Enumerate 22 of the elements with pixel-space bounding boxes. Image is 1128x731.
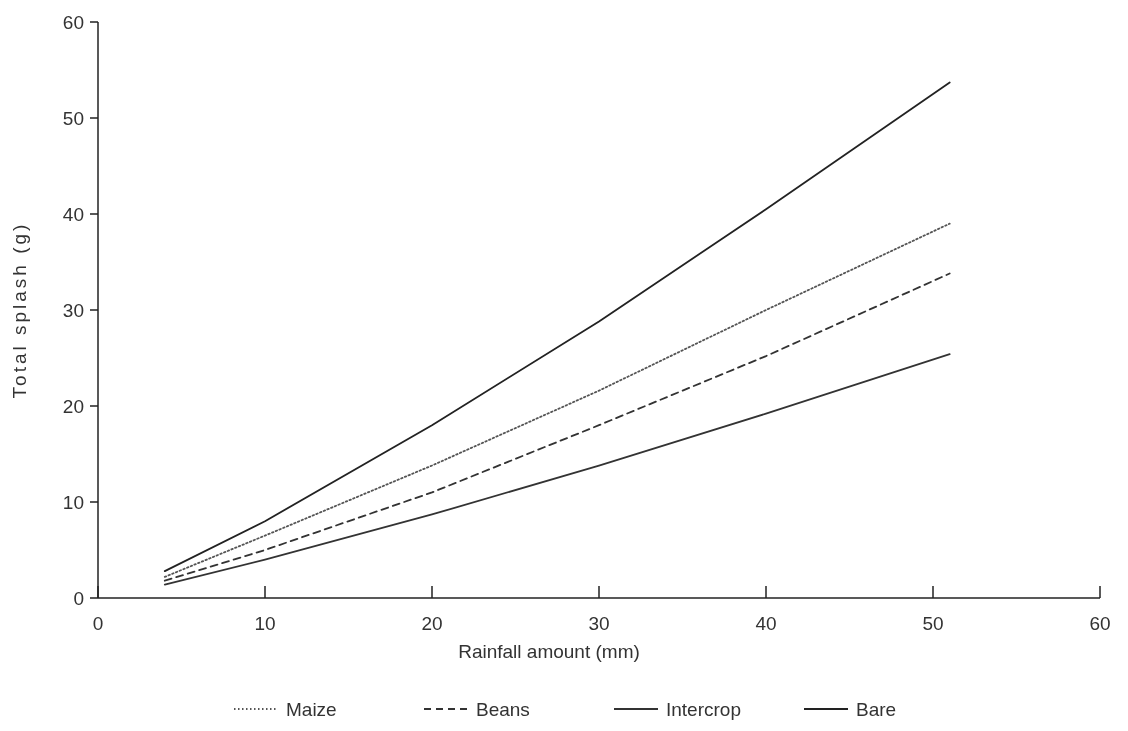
y-tick-label: 40 — [62, 203, 84, 225]
line-series — [163, 353, 951, 586]
y-tick-label: 0 — [73, 587, 84, 609]
x-tick-label: 10 — [254, 613, 276, 634]
legend-label: Intercrop — [666, 698, 741, 720]
y-axis-title: Total splash (g) — [9, 221, 30, 399]
x-axis-title: Rainfall amount (mm) — [458, 641, 640, 662]
y-tick-label: 60 — [62, 11, 84, 33]
x-tick-label: 60 — [1089, 613, 1111, 634]
y-tick-label: 10 — [62, 491, 84, 513]
y-tick-label: 20 — [62, 395, 84, 417]
legend-label: Bare — [856, 698, 897, 720]
legend-label: Beans — [476, 698, 530, 720]
legend-label: Maize — [286, 698, 337, 720]
x-tick-label: 30 — [588, 613, 610, 634]
x-tick-label: 0 — [92, 613, 104, 634]
x-tick-label: 20 — [421, 613, 443, 634]
x-tick-label: 50 — [922, 613, 944, 634]
y-tick-label: 50 — [62, 107, 84, 129]
y-tick-label: 30 — [62, 299, 84, 321]
line-series — [163, 81, 951, 573]
x-tick-label: 40 — [755, 613, 777, 634]
